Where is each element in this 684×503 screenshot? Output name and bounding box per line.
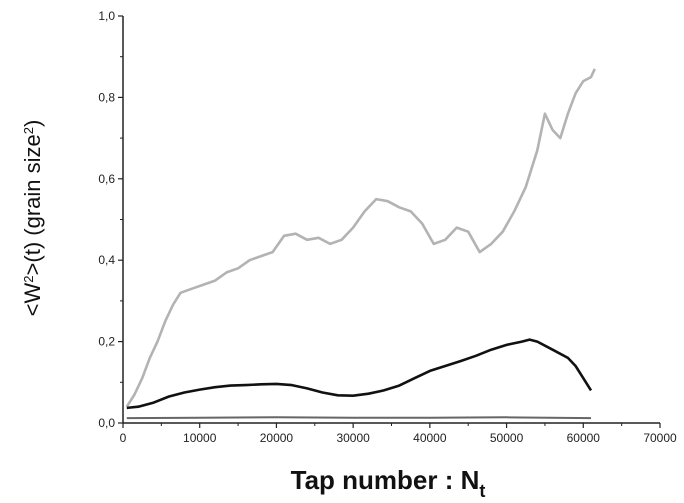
y-tick-label: 0,4 — [98, 253, 115, 267]
y-axis-title: <W2>(t) (grain size2) — [20, 120, 45, 317]
series-line-3 — [126, 416, 592, 420]
y-tick-label: 0,0 — [98, 416, 115, 430]
y-tick-label: 1,0 — [98, 9, 115, 23]
y-axis-title-superscript: 2 — [21, 275, 36, 282]
x-tick-label: 50000 — [490, 431, 524, 445]
x-tick-label: 40000 — [413, 431, 447, 445]
x-axis-title: Tap number : Nt — [291, 465, 486, 501]
series-line-1 — [125, 68, 596, 408]
x-tick-label: 30000 — [336, 431, 370, 445]
x-tick-label: 10000 — [183, 431, 217, 445]
x-tick-label: 60000 — [567, 431, 601, 445]
y-axis-title-part: ) — [20, 120, 45, 127]
x-tick-label: 20000 — [260, 431, 294, 445]
y-tick-label: 0,2 — [98, 335, 115, 349]
x-axis-title-text: Tap number : N — [291, 465, 480, 495]
y-axis-title-part: <W — [20, 282, 45, 316]
y-tick-label: 0,8 — [98, 90, 115, 104]
plot-area — [122, 16, 660, 424]
y-axis-title-superscript: 2 — [21, 127, 36, 134]
x-axis-title-subscript: t — [479, 481, 485, 501]
y-axis-ticks: 0,0 0,2 0,4 0,6 0,8 1,0 — [98, 9, 123, 430]
x-axis-ticks: 0 10000 20000 30000 40000 50000 60000 70000 — [120, 423, 677, 445]
y-axis-title-part: >(t) (grain size — [20, 134, 45, 275]
x-tick-label: 70000 — [643, 431, 677, 445]
x-tick-label: 0 — [120, 431, 127, 445]
y-tick-label: 0,6 — [98, 172, 115, 186]
series-line-2 — [126, 338, 593, 410]
series-group — [125, 68, 596, 420]
